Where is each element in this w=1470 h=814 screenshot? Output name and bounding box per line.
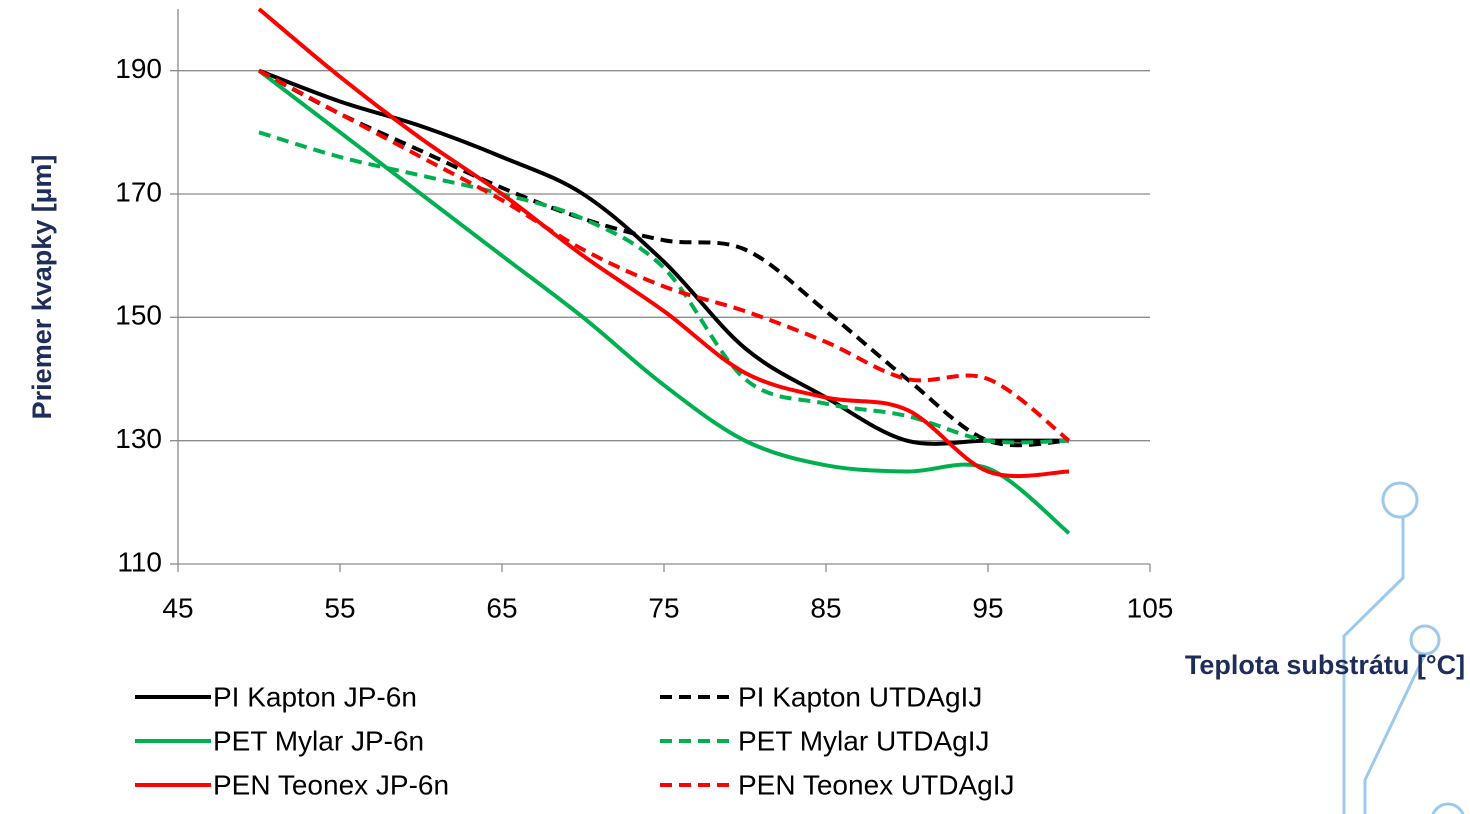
y-axis-title: Priemer kvapky [µm] [27, 155, 57, 420]
legend-label: PEN Teonex UTDAgIJ [738, 769, 1015, 800]
x-tick-label: 65 [486, 592, 517, 623]
decoration [1342, 481, 1465, 814]
x-tick-label: 95 [972, 592, 1003, 623]
legend-label: PI Kapton JP-6n [213, 681, 417, 712]
data-line [258, 68, 1071, 443]
data-line [257, 7, 1070, 479]
x-axis-title: Teplota substrátu [°C] [1185, 650, 1465, 680]
data-line [258, 68, 1069, 446]
y-tick-label: 130 [115, 423, 162, 454]
x-tick-label: 85 [810, 592, 841, 623]
x-tick-label: 55 [324, 592, 355, 623]
legend-label: PI Kapton UTDAgIJ [738, 681, 982, 712]
data-line [257, 69, 1071, 535]
x-tick-label: 105 [1127, 592, 1174, 623]
y-tick-label: 190 [115, 53, 162, 84]
legend-label: PET Mylar JP-6n [213, 725, 424, 756]
data-line [258, 68, 1070, 448]
legend-label: PEN Teonex JP-6n [213, 769, 449, 800]
legend-label: PET Mylar UTDAgIJ [738, 725, 990, 756]
y-tick-label: 150 [115, 300, 162, 331]
x-tick-label: 45 [162, 592, 193, 623]
y-tick-label: 110 [117, 546, 162, 577]
x-tick-label: 75 [648, 592, 679, 623]
y-tick-label: 170 [115, 176, 162, 207]
